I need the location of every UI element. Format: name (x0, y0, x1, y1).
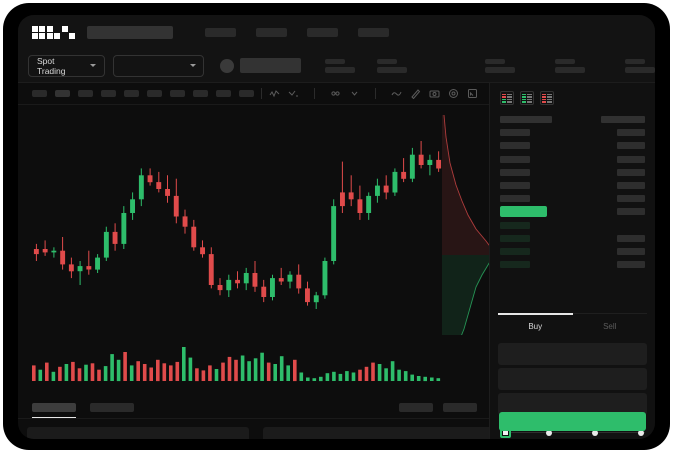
orderbook-mode-group (490, 83, 655, 111)
orderbook-mode-asks-icon[interactable] (540, 91, 554, 105)
chart-tools (269, 88, 478, 99)
active-tab-underline (32, 416, 76, 418)
trading-mode-select[interactable]: Spot Trading (28, 54, 105, 77)
slider-stop-2[interactable] (546, 429, 552, 436)
pair-name (239, 58, 301, 73)
order-form (490, 339, 655, 415)
indicator-icon[interactable] (269, 88, 280, 99)
orderbook-ask-row[interactable] (500, 126, 645, 139)
orderbook[interactable] (490, 111, 655, 307)
pair-avatar (219, 58, 234, 73)
volume-series (32, 347, 441, 382)
line-chart-icon[interactable] (391, 88, 402, 99)
orderbook-ask-row[interactable] (500, 166, 645, 179)
chevron-down-icon (89, 64, 96, 67)
slider-stop-3[interactable] (592, 429, 598, 436)
compare-icon[interactable] (288, 88, 299, 99)
timeframe-button[interactable] (216, 90, 231, 97)
order-field-1[interactable] (498, 343, 647, 365)
nav-item-1[interactable] (205, 27, 236, 37)
orderbook-mode-bids-icon[interactable] (520, 91, 534, 105)
timeframe-button[interactable] (124, 90, 139, 97)
settings-icon[interactable] (330, 88, 341, 99)
camera-icon[interactable] (429, 88, 440, 99)
nav-item-2[interactable] (256, 27, 287, 37)
bottom-panel-left[interactable] (27, 427, 249, 439)
device-frame: Spot Trading (3, 3, 670, 450)
orderbook-mode-both-icon[interactable] (500, 91, 514, 105)
bottom-action-2[interactable] (443, 403, 477, 412)
orderbook-bid-row[interactable] (500, 219, 645, 232)
market-stat (377, 58, 407, 73)
last-price-highlight (500, 206, 547, 218)
slider-track (503, 432, 645, 433)
nav-item-3[interactable] (307, 27, 338, 37)
timeframe-button[interactable] (193, 90, 208, 97)
header-nav (205, 27, 389, 37)
order-field-3[interactable] (498, 393, 647, 415)
timeframe-button[interactable] (147, 90, 162, 97)
timeframe-button-active[interactable] (55, 90, 70, 97)
market-stat (555, 58, 585, 73)
timeframe-button[interactable] (32, 90, 47, 97)
alert-icon[interactable] (448, 88, 459, 99)
app-screen: Spot Trading (18, 15, 655, 439)
orderbook-ask-row[interactable] (500, 153, 645, 166)
timeframe-button[interactable] (170, 90, 185, 97)
bottom-tab-label (90, 403, 134, 412)
orderbook-ask-row[interactable] (500, 139, 645, 152)
candlestick-series (33, 141, 442, 309)
tab-buy[interactable]: Buy (498, 313, 573, 339)
buy-sell-tabs: Buy Sell (498, 313, 647, 339)
toolbar-divider (375, 88, 376, 99)
timeframe-group (32, 90, 254, 97)
search-input[interactable] (87, 25, 173, 39)
drawing-pencil-icon[interactable] (410, 88, 421, 99)
toolbar-divider (314, 88, 315, 99)
bottom-action-1[interactable] (399, 403, 433, 412)
place-order-button[interactable] (499, 412, 646, 431)
okx-logo-icon[interactable] (32, 25, 75, 39)
orderbook-bid-row[interactable] (500, 245, 645, 258)
candlestick-chart[interactable] (18, 105, 489, 335)
orderbook-last-price-row (500, 205, 645, 218)
trading-panel: Buy Sell (489, 83, 655, 439)
bottom-tab-label (32, 403, 76, 412)
trading-mode-label: Spot Trading (37, 55, 66, 76)
market-stats-right (485, 58, 655, 73)
toolbar-divider (261, 88, 262, 99)
top-header (18, 15, 655, 49)
slider-stop-4[interactable] (638, 429, 644, 436)
bottom-tab-2[interactable] (90, 403, 134, 412)
market-stat (625, 58, 655, 73)
timeframe-button[interactable] (78, 90, 93, 97)
nav-item-4[interactable] (358, 27, 389, 37)
chart-type-icon[interactable] (349, 88, 360, 99)
orderbook-bid-row[interactable] (500, 232, 645, 245)
volume-histogram (18, 335, 489, 397)
orderbook-header-row (500, 113, 645, 126)
timeframe-button[interactable] (101, 90, 116, 97)
market-subheader: Spot Trading (18, 49, 655, 83)
orderbook-col-price (500, 116, 552, 124)
chevron-down-icon (189, 64, 196, 67)
orderbook-ask-row[interactable] (500, 192, 645, 205)
timeframe-button[interactable] (239, 90, 254, 97)
bottom-tab-1[interactable] (32, 403, 76, 418)
market-stat (325, 58, 355, 73)
market-stats-left (325, 58, 407, 73)
bottom-tab-bar (18, 397, 489, 419)
orderbook-bid-row[interactable] (500, 258, 645, 271)
pair-select[interactable] (112, 54, 204, 77)
tab-sell[interactable]: Sell (603, 322, 617, 331)
orderbook-col-size (601, 116, 645, 124)
chart-toolbar (18, 83, 489, 105)
orderbook-ask-row[interactable] (500, 179, 645, 192)
fullscreen-icon[interactable] (467, 88, 478, 99)
market-stat (485, 58, 515, 73)
bottom-tab-actions (399, 403, 477, 412)
order-field-2[interactable] (498, 368, 647, 390)
